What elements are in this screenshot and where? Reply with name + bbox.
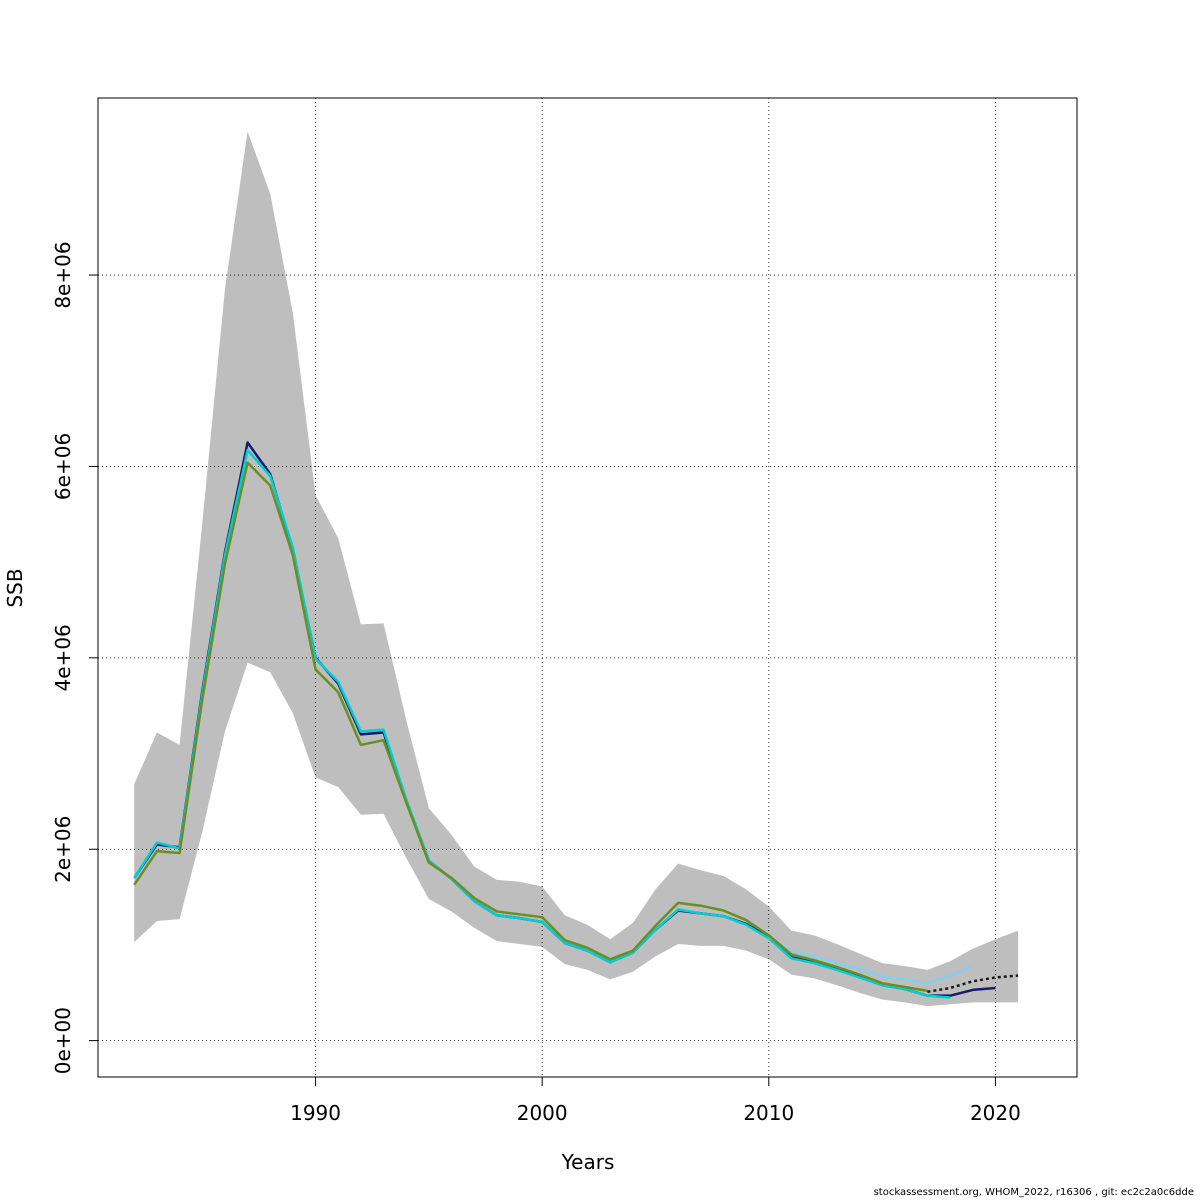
x-tick-label: 2010 xyxy=(743,1101,794,1125)
series-layer xyxy=(133,441,1019,999)
x-axis-title: Years xyxy=(561,1150,615,1174)
confidence-band-layer xyxy=(134,131,1019,1007)
series-line-3 xyxy=(133,461,928,993)
y-axis-title: SSB xyxy=(3,568,27,607)
plot-frame xyxy=(97,97,1078,1078)
series-line-1 xyxy=(133,448,951,999)
axis-layer: 1990 2000 2010 2020 0e+00 2e+06 4e+06 6e+06 8e+0… xyxy=(51,241,1021,1125)
y-tick-label: 4e+06 xyxy=(51,624,75,691)
y-tick-label: 8e+06 xyxy=(51,241,75,308)
x-tick-label: 1990 xyxy=(290,1101,341,1125)
confidence-band xyxy=(134,131,1019,1007)
x-tick-label: 2000 xyxy=(517,1101,568,1125)
x-tick-label: 2020 xyxy=(970,1101,1021,1125)
y-tick-label: 2e+06 xyxy=(51,816,75,883)
y-tick-label: 0e+00 xyxy=(51,1007,75,1074)
y-tick-label: 6e+06 xyxy=(51,433,75,500)
series-line-2 xyxy=(768,935,974,985)
footer-caption: stockassessment.org, WHOM_2022, r16306 ,… xyxy=(873,1187,1194,1198)
